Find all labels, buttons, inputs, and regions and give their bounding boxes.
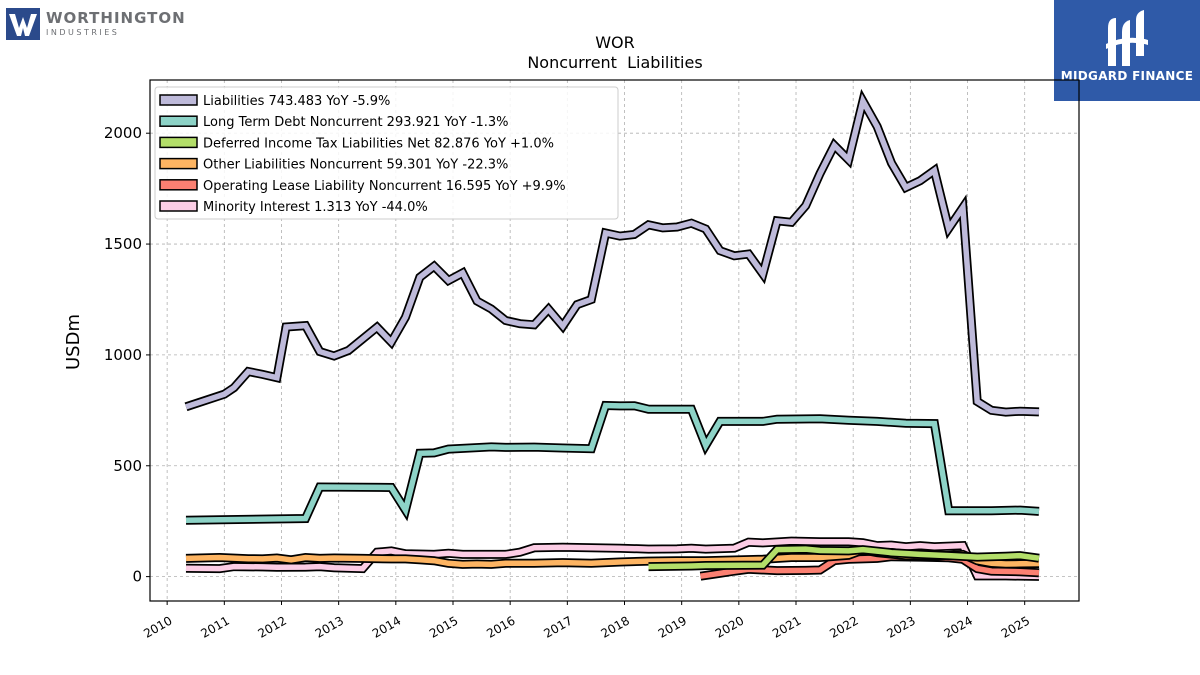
legend-label-0: Liabilities 743.483 YoY -5.9% [203, 94, 390, 109]
plot-frame [149, 79, 1080, 602]
x-tick-label: 2025 [999, 613, 1032, 640]
x-tick-label: 2010 [141, 613, 174, 640]
grid [150, 80, 1079, 601]
legend-swatch-1 [159, 115, 198, 127]
legend-swatch-4 [159, 179, 198, 191]
legend-swatch-2 [159, 136, 198, 149]
x-tick-label: 2011 [198, 613, 231, 640]
x-tick-label: 2021 [770, 613, 803, 640]
series-line-0 [185, 93, 1040, 415]
x-tick-label: 2018 [599, 613, 632, 640]
legend-box [154, 86, 619, 220]
legend-swatch-0 [159, 94, 198, 106]
series-line-2 [648, 546, 1040, 570]
legend-label-2: Deferred Income Tax Liabilities Net 82.8… [203, 136, 554, 151]
x-tick-label: 2016 [484, 613, 517, 640]
legend-label-5: Minority Interest 1.313 YoY -44.0% [203, 200, 428, 215]
brand-left-name: WORTHINGTON [46, 9, 186, 27]
legend-label-1: Long Term Debt Noncurrent 293.921 YoY -1… [203, 115, 509, 130]
legend: Liabilities 743.483 YoY -5.9% Long Term D… [154, 86, 619, 220]
worthington-mark-icon [6, 8, 40, 40]
legend-label-3: Other Liabilities Noncurrent 59.301 YoY … [203, 158, 508, 173]
midgard-finance-logo: MIDGARD FINANCE [1054, 0, 1200, 101]
series-lines [184, 88, 1040, 581]
y-axis-label: USDm [63, 314, 84, 370]
series-line-1 [185, 402, 1040, 524]
legend-swatch-3 [159, 157, 198, 170]
chart-subtitle: Noncurrent Liabilities [527, 53, 702, 72]
x-tick-label: 2024 [942, 613, 975, 640]
y-tick-label: 2000 [104, 124, 142, 142]
y-tick-label: 1000 [104, 346, 142, 364]
brand-right-name: MIDGARD FINANCE [1060, 69, 1194, 83]
x-tick-label: 2022 [827, 613, 860, 640]
x-tick-label: 2014 [370, 613, 403, 640]
legend-swatch-5 [159, 200, 198, 212]
x-tick-label: 2013 [313, 613, 346, 640]
x-tick-label: 2015 [427, 613, 460, 640]
series-line-5 [185, 538, 1040, 580]
x-tick-label: 2012 [256, 613, 289, 640]
legend-label-4: Operating Lease Liability Noncurrent 16.… [203, 179, 566, 194]
y-tick-label: 1500 [104, 235, 142, 253]
x-tick-label: 2023 [884, 613, 917, 640]
chart-title: WOR [595, 33, 635, 52]
x-tick-label: 2020 [713, 613, 746, 640]
y-tick-label: 0 [132, 568, 142, 586]
x-tick-label: 2017 [541, 613, 574, 640]
x-tick-label: 2019 [656, 613, 689, 640]
brand-left-sub: INDUSTRIES [46, 28, 120, 37]
y-tick-label: 500 [113, 457, 142, 475]
worthington-logo: WORTHINGTON INDUSTRIES [6, 8, 186, 40]
midgard-emblem-icon [1106, 10, 1148, 66]
